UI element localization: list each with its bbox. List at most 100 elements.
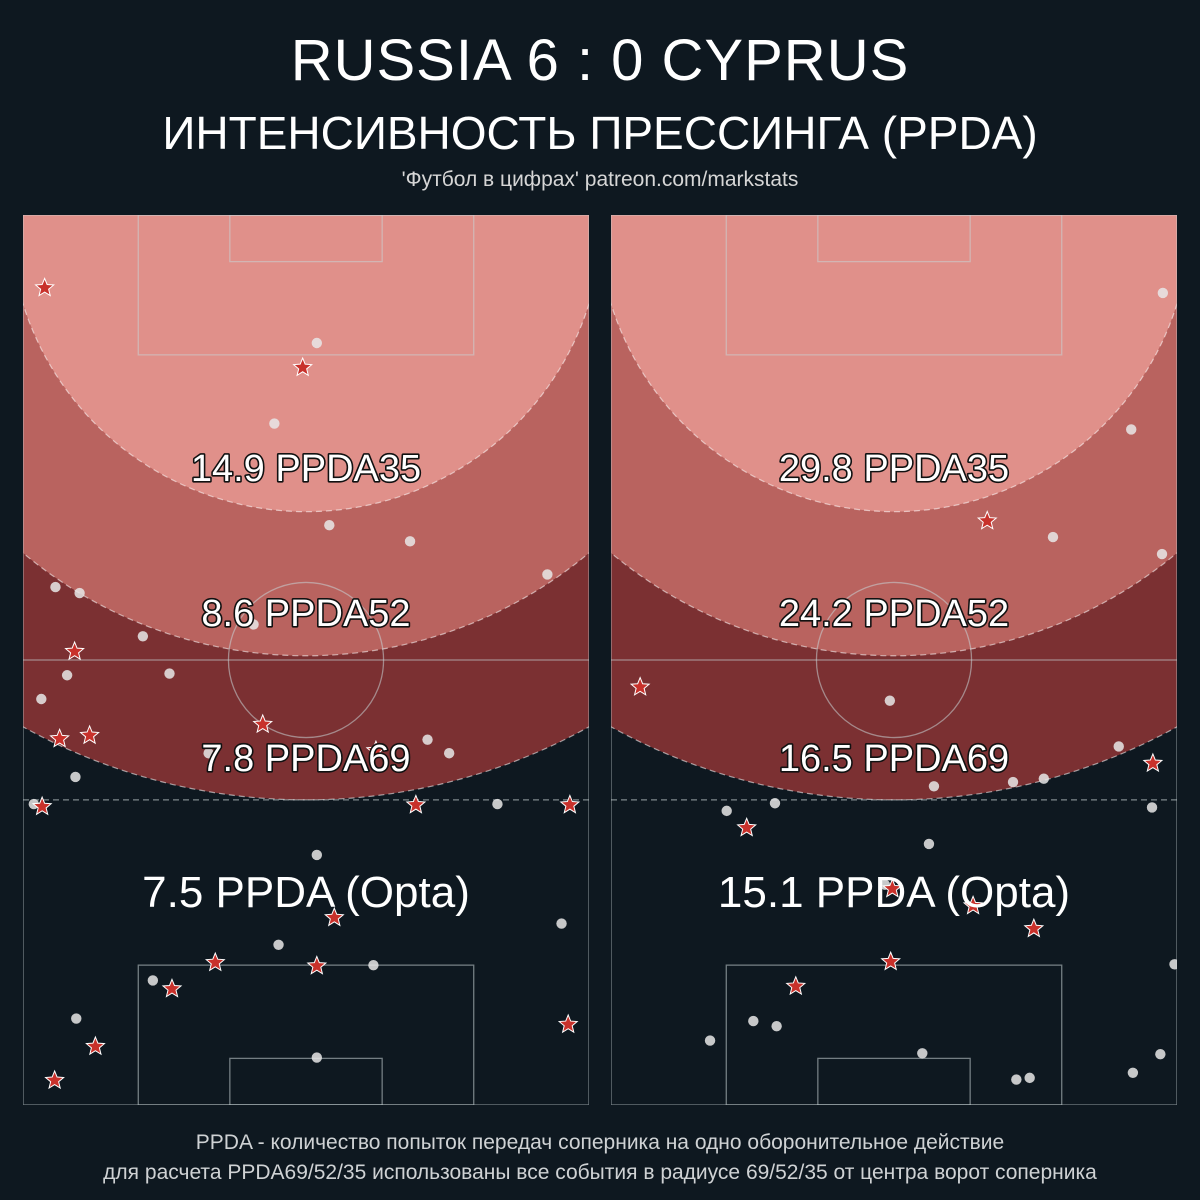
defensive-action-star bbox=[204, 951, 226, 972]
pass-dot bbox=[1146, 802, 1158, 813]
pass-dot bbox=[884, 695, 896, 706]
pass-dot bbox=[1127, 1067, 1139, 1078]
top-penalty-box bbox=[725, 215, 1063, 356]
pass-dot bbox=[269, 418, 280, 429]
defensive-action-star bbox=[85, 1035, 106, 1056]
defensive-action-star bbox=[629, 676, 651, 696]
defensive-action-star bbox=[962, 894, 984, 915]
ppda69-label: 7.8 PPDA69 bbox=[201, 738, 410, 780]
opta-ppda-label: 15.1 PPDA (Opta) bbox=[718, 868, 1070, 917]
pass-dot bbox=[1038, 773, 1050, 784]
pass-dot bbox=[311, 1052, 323, 1063]
pass-dot bbox=[50, 581, 61, 593]
top-six-yard-box bbox=[229, 215, 383, 263]
pass-dot bbox=[1113, 741, 1124, 752]
pass-dot bbox=[1157, 287, 1169, 299]
pass-dot bbox=[928, 781, 940, 792]
ppda35-label: 14.9 PPDA35 bbox=[191, 448, 421, 490]
ppda52-label: 24.2 PPDA52 bbox=[779, 593, 1009, 635]
pass-dot bbox=[1155, 1048, 1166, 1060]
defensive-action-star bbox=[49, 727, 70, 748]
pass-dot bbox=[771, 1020, 782, 1032]
pitch-markings bbox=[611, 215, 1177, 1105]
ppda69-label: 16.5 PPDA69 bbox=[779, 738, 1009, 780]
events bbox=[28, 277, 581, 1090]
defensive-action-star bbox=[292, 356, 313, 377]
defensive-action-star bbox=[323, 906, 345, 927]
defensive-action-star bbox=[365, 739, 387, 760]
pass-dot bbox=[556, 918, 567, 929]
pass-dot bbox=[324, 520, 335, 531]
pass-dot bbox=[917, 1048, 928, 1059]
defensive-action-star bbox=[1142, 752, 1164, 773]
chart-subtitle: ИНТЕНСИВНОСТЬ ПРЕССИНГА (PPDA) bbox=[162, 107, 1038, 159]
opta-ppda-label: 7.5 PPDA (Opta) bbox=[142, 868, 470, 917]
defensive-action-star bbox=[559, 794, 581, 814]
defensive-action-star bbox=[976, 510, 998, 530]
ppda52-label: 8.6 PPDA52 bbox=[201, 593, 410, 635]
defensive-action-star bbox=[31, 795, 53, 816]
pass-dot bbox=[36, 693, 47, 705]
pass-dot bbox=[311, 849, 323, 861]
defensive-action-star bbox=[736, 816, 757, 837]
footer-method: для расчета PPDA69/52/35 использованы вс… bbox=[103, 1161, 1097, 1184]
top-penalty-box bbox=[137, 215, 475, 356]
pass-dot bbox=[1047, 531, 1059, 543]
pass-dot bbox=[422, 734, 433, 745]
pass-dot bbox=[74, 587, 85, 599]
top-six-yard-box bbox=[817, 215, 971, 263]
defensive-action-star bbox=[1023, 917, 1045, 938]
bottom-six-yard-box bbox=[229, 1057, 383, 1105]
pass-dot bbox=[248, 619, 259, 630]
defensive-action-star bbox=[785, 975, 807, 996]
pass-dot bbox=[721, 805, 732, 817]
pass-dot bbox=[1007, 776, 1019, 788]
pass-dot bbox=[404, 536, 416, 547]
bottom-penalty-box bbox=[137, 964, 475, 1105]
pass-dot bbox=[1156, 548, 1168, 560]
defensive-action-star bbox=[306, 955, 328, 975]
pass-dot bbox=[769, 798, 781, 809]
defensive-action-star bbox=[252, 713, 274, 734]
pass-dot bbox=[443, 748, 455, 759]
cyprus-pitch-panel: 29.8 PPDA35 24.2 PPDA52 16.5 PPDA69 15.1 PP… bbox=[611, 215, 1177, 1105]
pass-dot bbox=[1126, 424, 1137, 435]
pass-dot bbox=[923, 838, 935, 850]
zone-52-border bbox=[611, 551, 1177, 657]
defensive-action-star bbox=[882, 878, 903, 898]
defensive-action-star bbox=[34, 277, 55, 297]
pressing-zones bbox=[611, 215, 1177, 801]
zone-35-border bbox=[23, 301, 589, 513]
pass-dot bbox=[61, 670, 73, 681]
chart-title: RUSSIA 6 : 0 CYPRUS bbox=[290, 28, 910, 93]
pass-dot bbox=[147, 975, 159, 986]
russia-pitch-panel: 14.9 PPDA35 8.6 PPDA52 7.8 PPDA69 7.5 PPDA … bbox=[23, 215, 589, 1105]
pass-dot bbox=[164, 668, 175, 679]
defensive-action-star bbox=[161, 978, 183, 998]
pass-dot bbox=[71, 1013, 82, 1024]
centre-circle bbox=[227, 581, 385, 739]
zone-35 bbox=[611, 215, 1177, 512]
pass-dot bbox=[311, 337, 323, 349]
defensive-action-star bbox=[557, 1013, 579, 1034]
pass-dot bbox=[1169, 959, 1177, 970]
pitch-markings bbox=[23, 215, 589, 1105]
defensive-action-star bbox=[44, 1069, 65, 1090]
pass-dot bbox=[203, 748, 214, 759]
bottom-six-yard-box bbox=[817, 1057, 971, 1105]
pass-dot bbox=[1011, 1074, 1022, 1085]
zone-35 bbox=[23, 215, 589, 512]
pass-dot bbox=[704, 1035, 716, 1046]
defensive-action-star bbox=[79, 724, 100, 745]
pass-dot bbox=[1024, 1072, 1035, 1084]
pass-dot bbox=[137, 631, 149, 642]
zone-35-border bbox=[611, 301, 1177, 513]
source-credit: 'Футбол в цифрах' patreon.com/markstats bbox=[401, 168, 799, 191]
pass-dot bbox=[70, 771, 81, 783]
defensive-action-star bbox=[880, 950, 901, 971]
pass-dot bbox=[748, 1015, 759, 1027]
pass-dot bbox=[368, 959, 379, 971]
pass-dot bbox=[492, 798, 503, 810]
zone-52-border bbox=[23, 551, 589, 657]
